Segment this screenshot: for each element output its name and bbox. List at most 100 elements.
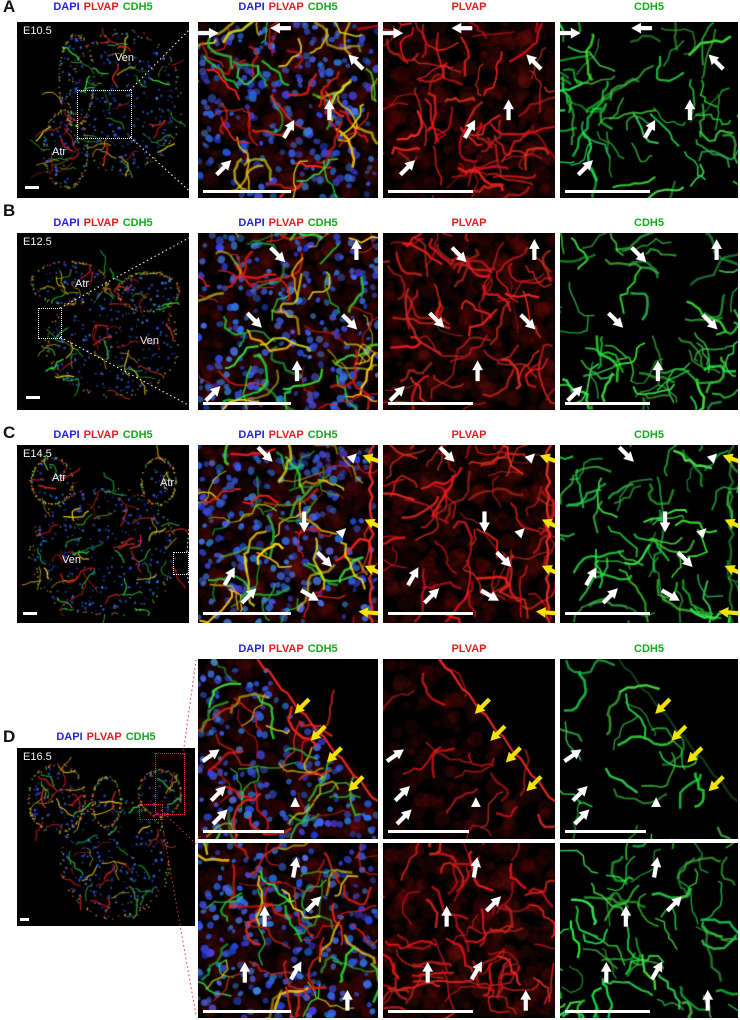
white-arrow-marker xyxy=(269,22,292,35)
white-arrow-marker xyxy=(675,550,694,568)
white-arrow-marker xyxy=(572,808,590,826)
yellow-arrow-marker xyxy=(541,518,555,531)
white-arrow-marker xyxy=(203,385,221,403)
white-arrowhead-marker xyxy=(524,452,536,465)
white-arrow-marker xyxy=(437,445,456,463)
panel-b-overview: E12.5 Atr Ven xyxy=(17,233,189,410)
yellow-arrow-marker xyxy=(489,724,507,742)
anatomy-label-ven: Ven xyxy=(62,554,81,566)
panel-c-merged xyxy=(198,445,378,623)
row-letter-c: C xyxy=(3,423,16,442)
yellow-arrow-marker xyxy=(541,564,555,577)
white-arrow-marker xyxy=(469,960,483,981)
panel-d-top-merged-micrograph-image xyxy=(198,659,378,839)
row-letter-b: B xyxy=(3,201,16,220)
panel-c-cdh5 xyxy=(560,445,738,623)
panel-d-bottom-cdh5 xyxy=(560,843,738,1018)
yellow-arrow-marker xyxy=(724,518,738,531)
white-arrow-marker xyxy=(710,238,723,261)
scale-bar xyxy=(26,396,40,399)
panel-d-bottom-merged-micrograph-image xyxy=(198,843,378,1018)
white-arrow-marker xyxy=(708,53,726,72)
white-arrow-marker xyxy=(600,961,613,983)
white-arrow-marker xyxy=(198,27,220,40)
white-arrow-marker xyxy=(422,587,440,605)
channel-header: PLVAP xyxy=(383,643,555,657)
channel-header-label-dapi: DAPI xyxy=(238,643,265,655)
yellow-arrow-marker xyxy=(539,453,555,465)
white-arrow-marker xyxy=(701,989,714,1011)
scale-bar xyxy=(388,402,473,405)
scale-bar xyxy=(203,612,291,615)
white-arrow-marker xyxy=(347,53,365,72)
channel-header-label-dapi: DAPI xyxy=(53,429,80,441)
white-arrow-marker xyxy=(650,856,662,879)
region-of-interest-box xyxy=(173,552,189,575)
white-arrow-marker xyxy=(393,785,411,803)
channel-header-label-plvap: PLVAP xyxy=(83,1,119,13)
white-arrow-marker xyxy=(315,550,333,568)
panel-d-bottom-merged-annotations xyxy=(238,856,354,1011)
anatomy-label-atr: Atr xyxy=(52,472,67,484)
white-arrow-marker xyxy=(660,588,681,602)
channel-header-label-cdh5: CDH5 xyxy=(634,643,664,655)
yellow-arrow-marker xyxy=(686,745,704,763)
yellow-arrow-marker xyxy=(724,564,738,577)
panel-c-cdh5-micrograph-image xyxy=(560,445,738,623)
white-arrow-marker xyxy=(560,27,582,40)
panel-b-merged xyxy=(198,233,378,410)
white-arrow-marker xyxy=(450,245,468,263)
channel-header-label-plvap: PLVAP xyxy=(86,731,122,743)
panel-c-cdh5-annotations xyxy=(583,445,738,619)
panel-d-top-plvap-annotations xyxy=(385,697,544,826)
yellow-arrow-marker xyxy=(654,697,672,715)
yellow-arrow-marker xyxy=(717,606,738,619)
channel-header-label-dapi: DAPI xyxy=(56,731,83,743)
channel-header-label-dapi: DAPI xyxy=(238,1,265,13)
panel-d-top-plvap-micrograph-image xyxy=(383,659,555,839)
channel-header: CDH5 xyxy=(560,1,738,15)
white-arrow-marker xyxy=(421,961,434,983)
white-arrow-marker xyxy=(528,238,541,261)
white-arrow-marker xyxy=(256,445,274,463)
yellow-arrow-marker xyxy=(525,774,544,792)
scale-bar xyxy=(565,402,650,405)
panel-a-merged xyxy=(198,22,378,198)
channel-header-label-cdh5: CDH5 xyxy=(307,1,338,13)
white-arrowhead-marker xyxy=(335,527,347,540)
channel-header-label-dapi: DAPI xyxy=(53,217,80,229)
scale-bar xyxy=(565,1010,650,1013)
panel-a-cdh5-annotations xyxy=(560,22,726,177)
white-arrowhead-marker xyxy=(345,452,358,465)
yellow-arrow-marker xyxy=(505,745,523,763)
white-arrowhead-marker xyxy=(695,527,708,540)
white-arrow-marker xyxy=(427,311,445,329)
yellow-arrow-marker xyxy=(357,606,378,619)
white-arrowhead-marker xyxy=(289,796,301,808)
white-arrow-marker xyxy=(570,785,589,803)
white-arrowhead-marker xyxy=(470,796,482,808)
scale-bar xyxy=(23,612,37,615)
channel-header: PLVAP xyxy=(383,217,555,231)
channel-header-label-plvap: PLVAP xyxy=(451,643,487,655)
white-arrow-marker xyxy=(200,748,221,764)
channel-header-label-cdh5: CDH5 xyxy=(634,1,664,13)
channel-header-label-cdh5: CDH5 xyxy=(125,731,156,743)
white-arrow-marker xyxy=(518,312,536,331)
channel-header: CDH5 xyxy=(560,429,738,443)
white-arrow-marker xyxy=(665,895,683,913)
white-arrow-marker xyxy=(299,588,320,602)
scale-bar xyxy=(203,190,291,193)
scale-bar xyxy=(388,1010,473,1013)
panel-d-bottom-plvap-annotations xyxy=(421,856,532,1011)
channel-header-label-dapi: DAPI xyxy=(238,217,265,229)
white-arrow-marker xyxy=(659,511,671,533)
white-arrow-marker xyxy=(562,748,583,764)
white-arrow-marker xyxy=(440,905,453,927)
anatomy-label-ven: Ven xyxy=(115,52,134,64)
channel-header: DAPI PLVAP CDH5 xyxy=(198,1,378,15)
panel-d-bottom-cdh5-annotations xyxy=(600,856,714,1011)
stage-label: E16.5 xyxy=(23,751,52,763)
white-arrow-marker xyxy=(211,808,229,826)
